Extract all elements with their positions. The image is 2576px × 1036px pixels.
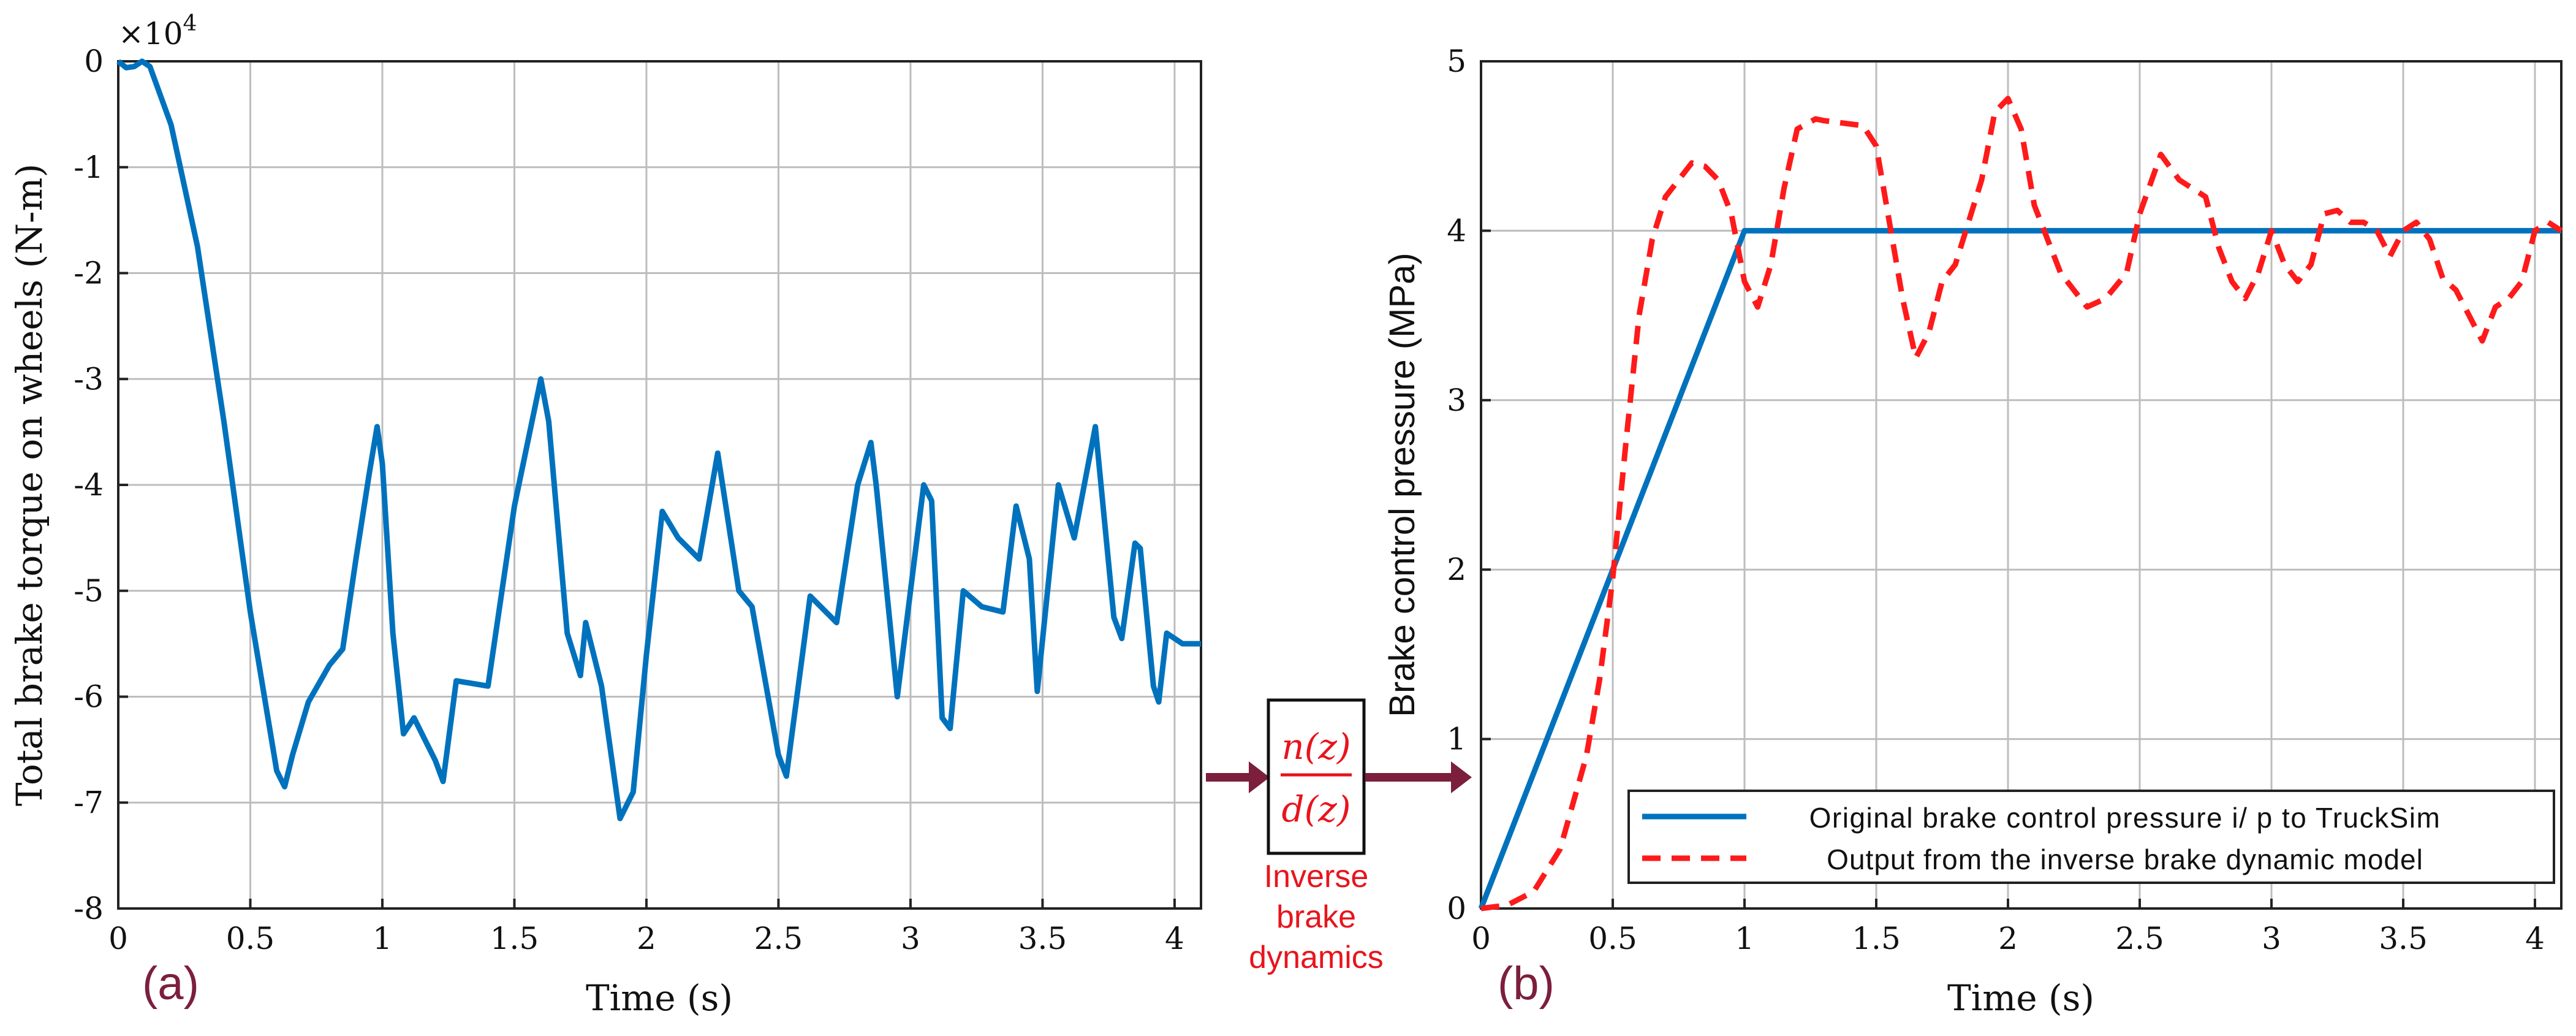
chart-b-x-axis-label: Time (s) (1947, 977, 2094, 1019)
transfer-function-numerator: n(z) (1281, 726, 1351, 767)
chart-b-series (1478, 96, 2563, 912)
series-line-secondary (1480, 96, 2563, 912)
y-tick-label: 2 (1447, 552, 1466, 587)
block-caption-line-2: brake (1276, 899, 1356, 935)
chart-b-y-axis-label: Brake control pressure (MPa) (1382, 253, 1422, 717)
y-tick-label: 5 (1447, 44, 1466, 79)
transfer-function-denominator: d(z) (1282, 788, 1351, 830)
x-tick-label: 0 (1471, 921, 1491, 956)
y-tick-label: 1 (1447, 722, 1466, 757)
block-caption-line-3: dynamics (1249, 940, 1384, 975)
transfer-function-box (1267, 698, 1366, 855)
x-tick-label: 1 (373, 921, 392, 956)
chart-a-series (116, 58, 1201, 821)
input-arrow-head (1249, 761, 1270, 793)
y-tick-label: -2 (74, 256, 104, 291)
series-line-primary (116, 58, 1201, 821)
chart-b-ticks: 0 0.5 1 1.5 2 2.5 3 3.5 4 0 1 2 3 4 5 (1447, 44, 2545, 956)
chart-a-exponent-label: ×104 (118, 11, 197, 51)
chart-b-plot-frame (1480, 60, 2563, 910)
x-tick-label: 4 (2525, 921, 2545, 956)
y-tick-label: -5 (74, 573, 104, 609)
chart-a: 0 0.5 1 1.5 2 2.5 3 3.5 4-8-7-6-5-4-3-2-10 ×104 … (9, 11, 1202, 1019)
x-tick-label: 0 (108, 921, 128, 956)
y-tick-label: 0 (1447, 891, 1466, 926)
x-tick-label: 4 (1165, 921, 1184, 956)
x-tick-label: 1.5 (490, 921, 539, 956)
y-tick-label: 3 (1447, 383, 1466, 418)
y-tick-label: -8 (74, 891, 104, 926)
x-tick-label: 3 (2262, 921, 2281, 956)
legend-label-inverse-output: Output from the inverse brake dynamic mo… (1827, 844, 2423, 875)
y-tick-label: 4 (1447, 213, 1466, 248)
y-tick-label: -1 (74, 150, 104, 185)
y-tick-label: -3 (74, 361, 104, 397)
block-caption-line-1: Inverse (1264, 859, 1369, 894)
chart-a-grid (118, 61, 1201, 908)
chart-b-grid (1481, 61, 2561, 908)
x-tick-label: 2.5 (754, 921, 803, 956)
x-tick-label: 3.5 (2379, 921, 2428, 956)
x-tick-label: 0.5 (1588, 921, 1637, 956)
x-tick-label: 0.5 (226, 921, 275, 956)
legend-box (1627, 790, 2555, 884)
x-tick-label: 2 (1998, 921, 2018, 956)
x-tick-label: 3 (901, 921, 920, 956)
chart-b: 0 0.5 1 1.5 2 2.5 3 3.5 4 0 1 2 3 4 5 Time (s) Brake c… (1382, 44, 2563, 1019)
y-tick-label: -4 (74, 467, 104, 503)
legend-label-original: Original brake control pressure i/ p to … (1809, 802, 2441, 834)
chart-b-legend: Original brake control pressure i/ p to … (1627, 790, 2555, 884)
chart-a-x-axis-label: Time (s) (586, 977, 733, 1019)
chart-b-panel-label: (b) (1498, 958, 1555, 1010)
chart-a-y-axis-label: Total brake torque on wheels (N-m) (9, 164, 50, 806)
output-arrow-head (1451, 761, 1472, 793)
chart-a-ticks: 0 0.5 1 1.5 2 2.5 3 3.5 4 -8 -7 -6 -5 -4 -3 -2 -1 0 (74, 44, 1184, 956)
inverse-brake-dynamics-block: n(z) d(z) Inverse brake dynamics (1206, 698, 1472, 975)
x-tick-label: 2 (637, 921, 656, 956)
x-tick-label: 3.5 (1018, 921, 1067, 956)
chart-a-panel-label: (a) (142, 958, 199, 1010)
y-tick-label: -6 (74, 679, 104, 715)
x-tick-label: 1.5 (1852, 921, 1901, 956)
y-tick-label: 0 (84, 44, 104, 79)
x-tick-label: 2.5 (2115, 921, 2164, 956)
series-line-primary (1478, 227, 2561, 910)
y-tick-label: -7 (74, 785, 104, 820)
x-tick-label: 1 (1735, 921, 1754, 956)
